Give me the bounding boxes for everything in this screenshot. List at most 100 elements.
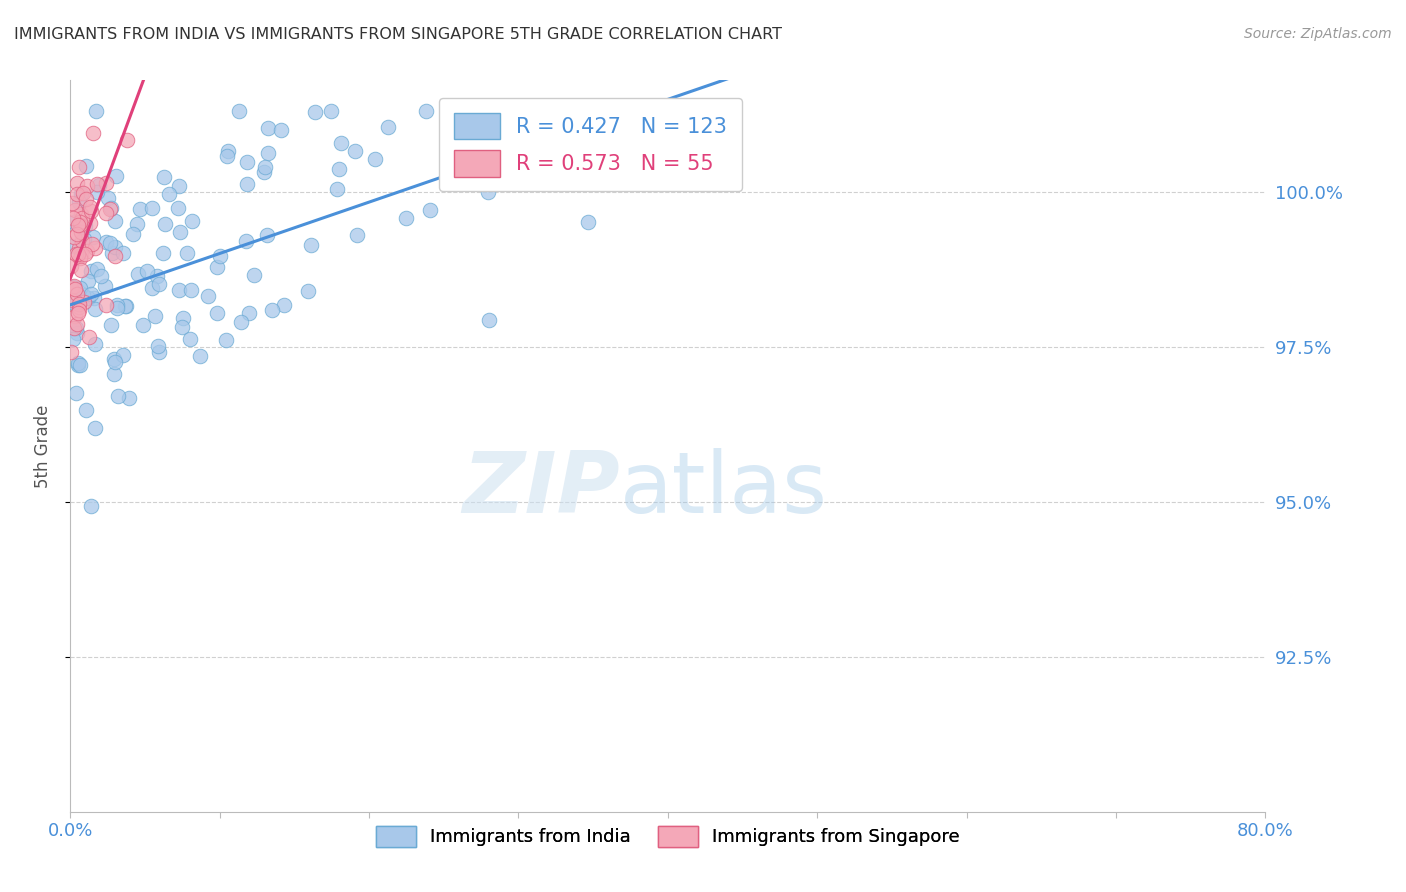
Point (79, 200, 101, 214)
Point (86, 177, 108, 191)
Point (179, 332, 201, 346)
Point (94, 206, 117, 220)
Point (256, 146, 278, 161)
Point (83, 241, 105, 255)
Point (63, 321, 86, 335)
Point (343, 145, 366, 159)
Point (73, 232, 96, 246)
Point (148, 277, 170, 292)
Point (105, 301, 128, 315)
Point (65, 247, 87, 261)
Point (67, 218, 90, 232)
Point (77, 329, 100, 343)
Point (231, 315, 253, 329)
Point (478, 312, 501, 326)
Point (477, 185, 499, 199)
Point (69, 219, 91, 233)
Point (63, 282, 86, 296)
Point (86, 104, 108, 119)
Text: atlas: atlas (620, 449, 828, 532)
Point (141, 280, 163, 294)
Point (65, 386, 87, 401)
Point (152, 245, 174, 260)
Point (576, 215, 599, 229)
Point (79, 264, 101, 278)
Point (60, 344, 83, 359)
Point (197, 289, 219, 303)
Point (87, 178, 110, 192)
Point (62, 239, 84, 253)
Text: ZIP: ZIP (463, 449, 620, 532)
Point (128, 202, 150, 216)
Point (82, 237, 104, 252)
Point (463, 104, 485, 119)
Point (86, 185, 108, 199)
Point (215, 149, 238, 163)
Point (66, 227, 89, 241)
Point (238, 306, 260, 320)
Point (228, 104, 250, 119)
Point (75, 403, 97, 417)
Point (69, 206, 91, 220)
Point (135, 264, 157, 278)
Point (415, 104, 437, 119)
Point (104, 355, 127, 369)
Y-axis label: 5th Grade: 5th Grade (34, 404, 52, 488)
Point (235, 177, 257, 191)
Point (188, 349, 211, 363)
Point (84, 336, 107, 351)
Point (73, 219, 96, 233)
Point (243, 268, 266, 282)
Point (72, 287, 94, 301)
Point (63, 295, 86, 310)
Point (167, 178, 190, 193)
Point (73, 294, 96, 309)
Point (127, 267, 149, 281)
Point (66, 187, 89, 202)
Point (107, 389, 129, 403)
Point (319, 104, 342, 119)
Point (67, 356, 90, 370)
Point (141, 201, 163, 215)
Point (419, 202, 441, 217)
Point (75, 192, 97, 206)
Point (86, 262, 108, 277)
Point (114, 300, 136, 314)
Point (104, 249, 127, 263)
Point (299, 238, 322, 252)
Point (236, 154, 259, 169)
Point (253, 165, 276, 179)
Point (82, 229, 104, 244)
Point (117, 133, 139, 147)
Point (270, 123, 292, 137)
Point (67, 160, 90, 174)
Point (69, 215, 91, 229)
Point (256, 228, 278, 243)
Point (143, 309, 166, 323)
Point (69, 251, 91, 265)
Point (69, 281, 91, 295)
Point (104, 240, 127, 254)
Point (77, 292, 100, 306)
Point (98, 235, 121, 250)
Point (72, 186, 94, 201)
Point (118, 391, 141, 405)
Point (70, 211, 93, 225)
Point (172, 320, 194, 334)
Point (253, 160, 276, 174)
Point (304, 105, 326, 120)
Point (205, 306, 228, 320)
Point (112, 246, 135, 260)
Point (60, 259, 83, 273)
Point (364, 152, 387, 166)
Point (70, 226, 93, 240)
Point (273, 298, 295, 312)
Point (217, 144, 239, 158)
Point (80, 203, 103, 218)
Point (67, 247, 90, 261)
Point (75, 159, 97, 173)
Point (62, 195, 84, 210)
Point (145, 268, 167, 283)
Point (103, 367, 125, 381)
Point (93, 278, 115, 293)
